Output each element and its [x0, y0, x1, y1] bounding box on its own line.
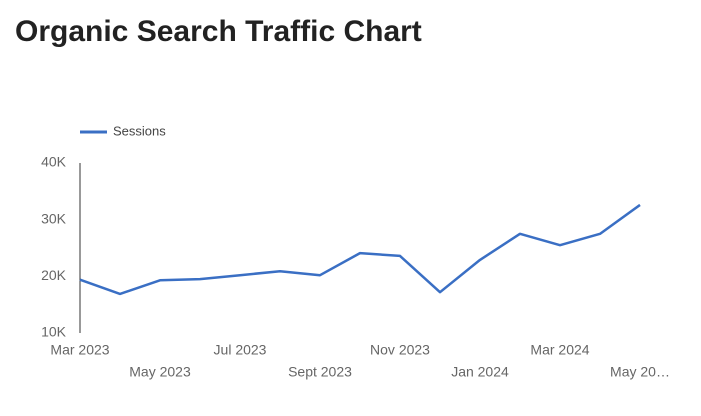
y-tick-label: 40K	[41, 154, 67, 170]
x-tick-label: Jan 2024	[451, 364, 509, 380]
y-tick-label: 10K	[41, 324, 67, 340]
x-tick-label: May 2023	[129, 364, 191, 380]
y-tick-label: 20K	[41, 267, 67, 283]
x-tick-label: Sept 2023	[288, 364, 352, 380]
legend-label: Sessions	[113, 123, 166, 138]
x-tick-label: Mar 2023	[50, 342, 109, 358]
x-tick-label: Mar 2024	[530, 342, 589, 358]
x-tick-label: Nov 2023	[370, 342, 430, 358]
x-tick-label: Jul 2023	[214, 342, 267, 358]
line	[79, 203, 641, 296]
y-tick-label: 30K	[41, 210, 67, 226]
x-tick-label: May 20…	[610, 364, 670, 380]
chart-title: Organic Search Traffic Chart	[15, 15, 422, 48]
